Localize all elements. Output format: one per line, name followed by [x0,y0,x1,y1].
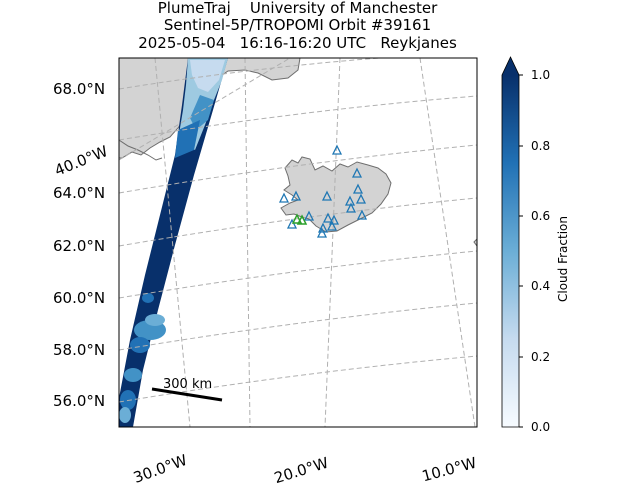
colorbar-tick-4: 0.8 [531,139,551,153]
title-line-1: PlumeTraj University of Manchester [157,0,438,17]
map-frame [118,57,478,428]
colorbar-tick-3: 0.6 [531,209,551,223]
colorbar-label: Cloud Fraction [556,216,570,302]
longitude-gridlines [119,58,476,427]
colorbar [501,56,523,428]
lat-label-60: 60.0°N [53,289,106,307]
faroe-land [473,238,477,247]
lat-label-58: 58.0°N [53,341,106,359]
volcano-markers [278,144,368,238]
greenland-coast-south [119,139,163,161]
scale-bar [151,387,223,402]
colorbar-tick-0: 0.0 [531,420,551,434]
colorbar-extend-arrow [502,57,519,75]
colorbar-tick-5: 1.0 [531,68,551,82]
lat-label-68: 68.0°N [53,80,106,98]
lat-label-62: 62.0°N [53,237,106,255]
lat-label-64: 64.0°N [53,184,106,202]
colorbar-tick-2: 0.4 [531,279,551,293]
tropomi-swath [119,58,228,427]
scale-bar-label: 300 km [163,377,213,392]
source-markers [291,213,308,225]
colorbar-tick-1: 0.2 [531,350,551,364]
latitude-gridlines [119,58,477,403]
lat-label-56: 56.0°N [53,392,106,410]
title-line-3: 2025-05-04 16:16-16:20 UTC Reykjanes [138,34,457,52]
title-line-2: Sentinel-5P/TROPOMI Orbit #39161 [163,16,432,34]
